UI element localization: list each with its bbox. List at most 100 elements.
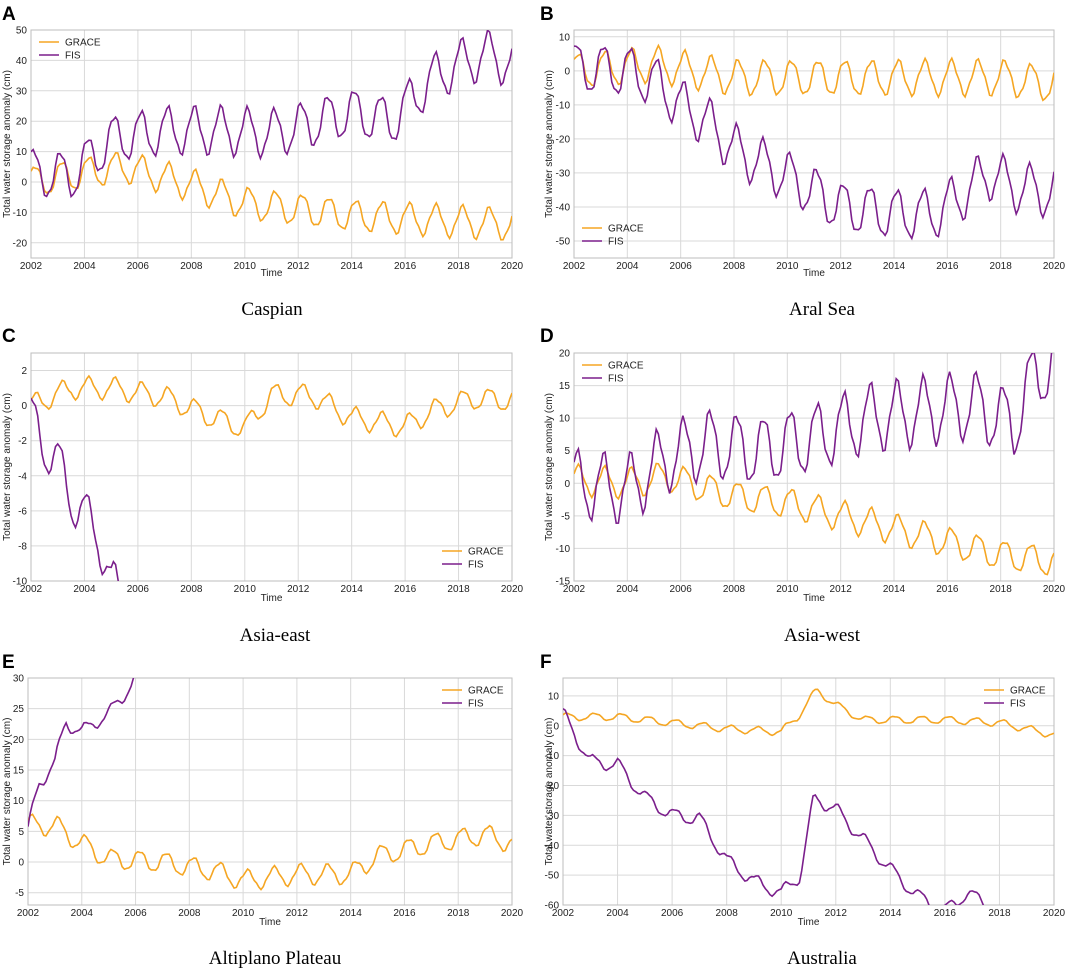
x-tick-label: 2020 [501, 261, 524, 272]
series-line-grace [28, 813, 512, 891]
y-tick-label: 30 [16, 86, 28, 97]
x-tick-label: 2010 [232, 908, 255, 919]
y-tick-label: 0 [21, 401, 27, 412]
y-tick-label: 10 [548, 691, 560, 702]
x-tick-label: 2008 [723, 261, 746, 272]
x-tick-label: 2012 [286, 908, 309, 919]
y-axis-label: Total water storage anomaly (cm) [544, 70, 555, 218]
y-tick-label: 0 [564, 479, 570, 490]
y-tick-label: -50 [545, 871, 560, 882]
x-tick-label: 2016 [394, 584, 417, 595]
panel-caption: Caspian [241, 299, 303, 320]
panel-caption: Aral Sea [789, 299, 856, 320]
x-tick-label: 2012 [830, 584, 853, 595]
panel-caption: Asia-east [240, 625, 311, 646]
series-line-fis [574, 45, 1054, 241]
x-tick-label: 2012 [830, 261, 853, 272]
y-tick-label: 10 [559, 32, 571, 43]
panel-letter: A [2, 4, 16, 25]
plot-area [31, 353, 512, 581]
y-tick-label: -5 [15, 888, 24, 899]
x-tick-label: 2016 [934, 908, 957, 919]
series-line-grace [31, 374, 512, 438]
legend-label-fis: FIS [65, 51, 81, 62]
x-tick-label: 2020 [1043, 584, 1065, 595]
y-tick-label: 50 [16, 26, 28, 37]
x-tick-label: 2012 [287, 584, 310, 595]
y-axis-label: Total water storage anomaly (cm) [544, 718, 555, 866]
x-tick-label: 2004 [616, 261, 639, 272]
x-tick-label: 2002 [563, 584, 586, 595]
x-tick-label: 2006 [127, 584, 150, 595]
y-tick-label: -6 [18, 506, 27, 517]
x-tick-label: 2010 [234, 584, 257, 595]
legend-label-fis: FIS [608, 237, 624, 248]
x-tick-label: 2014 [340, 908, 363, 919]
panel-caption: Asia-west [784, 625, 861, 646]
x-tick-label: 2006 [127, 261, 150, 272]
plot-area [28, 678, 512, 905]
x-tick-label: 2012 [287, 261, 310, 272]
panel-caption: Altiplano Plateau [209, 948, 342, 969]
x-axis-label: Time [803, 593, 825, 604]
y-tick-label: 40 [16, 56, 28, 67]
series-line-grace [574, 43, 1054, 102]
x-tick-label: 2020 [501, 584, 524, 595]
panel-letter: F [540, 652, 552, 673]
x-tick-label: 2002 [563, 261, 586, 272]
x-tick-label: 2016 [393, 908, 416, 919]
x-tick-label: 2016 [936, 584, 959, 595]
series-line-fis [574, 353, 1053, 525]
x-tick-label: 2006 [670, 261, 693, 272]
x-tick-label: 2006 [661, 908, 684, 919]
x-tick-label: 2014 [883, 584, 906, 595]
y-tick-label: -20 [545, 781, 560, 792]
x-tick-label: 2006 [670, 584, 693, 595]
x-tick-label: 2008 [716, 908, 739, 919]
x-tick-label: 2002 [20, 261, 43, 272]
y-tick-label: -60 [545, 901, 560, 912]
y-tick-label: -20 [13, 238, 28, 249]
legend-label-grace: GRACE [65, 38, 101, 49]
y-axis-label: Total water storage anomaly (cm) [544, 393, 555, 541]
panel-caption: Australia [787, 948, 857, 969]
y-axis-label: Total water storage anomaly (cm) [2, 70, 13, 218]
legend-label-grace: GRACE [1010, 686, 1046, 697]
y-tick-label: 15 [559, 381, 571, 392]
x-axis-label: Time [261, 268, 283, 279]
y-tick-label: -50 [556, 236, 571, 247]
x-tick-label: 2002 [20, 584, 43, 595]
x-tick-label: 2010 [234, 261, 257, 272]
y-tick-label: -40 [556, 202, 571, 213]
x-tick-label: 2008 [178, 908, 201, 919]
x-tick-label: 2002 [552, 908, 575, 919]
panel-b: B 2002 2004 2006 2008 2010 2012 2014 2016 2018 202… [540, 4, 1065, 320]
y-tick-label: 10 [13, 796, 25, 807]
x-tick-label: 2008 [723, 584, 746, 595]
x-tick-label: 2004 [73, 261, 96, 272]
y-tick-label: -15 [556, 577, 571, 588]
y-tick-label: 2 [21, 366, 27, 377]
y-tick-label: -10 [13, 577, 28, 588]
x-tick-label: 2018 [990, 584, 1013, 595]
y-tick-label: 20 [559, 349, 571, 360]
legend-label-grace: GRACE [468, 547, 504, 558]
legend-label-fis: FIS [468, 560, 484, 571]
legend-label-grace: GRACE [468, 686, 504, 697]
plot-frame [573, 29, 1055, 259]
series-line-fis [28, 678, 135, 827]
y-tick-label: 0 [553, 721, 559, 732]
y-tick-label: 30 [13, 674, 25, 685]
y-tick-label: -20 [556, 134, 571, 145]
plot-frame [27, 677, 513, 906]
plot-frame [30, 29, 513, 259]
x-tick-label: 2014 [883, 261, 906, 272]
x-tick-label: 2016 [394, 261, 417, 272]
x-tick-label: 2010 [776, 261, 799, 272]
x-tick-label: 2018 [447, 261, 470, 272]
x-tick-label: 2020 [501, 908, 524, 919]
x-tick-label: 2018 [988, 908, 1011, 919]
